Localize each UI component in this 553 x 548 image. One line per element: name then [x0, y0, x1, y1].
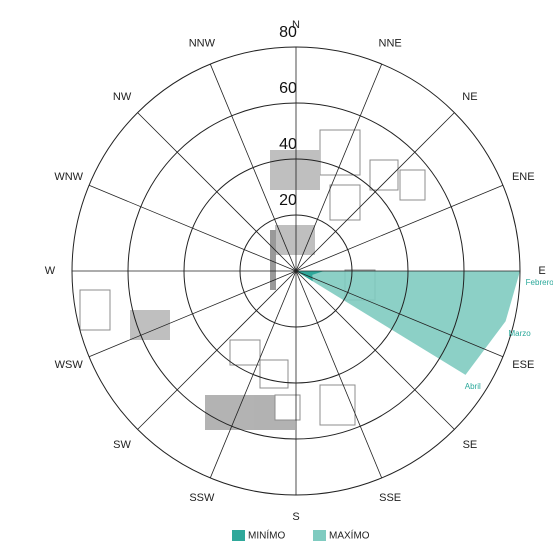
spoke [295, 270, 383, 479]
direction-label: SSE [379, 492, 401, 504]
direction-label: SSW [189, 492, 215, 504]
spoke [209, 63, 297, 272]
r-tick-label: 40 [279, 136, 297, 153]
legend-label: MAXÍMO [329, 529, 370, 542]
direction-label: ENE [512, 171, 535, 183]
r-tick-label: 60 [279, 80, 297, 97]
direction-label: S [292, 511, 299, 523]
spoke [295, 270, 504, 358]
spoke [137, 270, 297, 430]
legend: MINÍMO MAXÍMO [232, 529, 370, 542]
direction-label: N [292, 19, 300, 31]
spoke [295, 270, 455, 430]
direction-label: WSW [55, 359, 84, 371]
direction-label: E [538, 265, 545, 277]
area [296, 271, 520, 375]
legend-swatch [232, 530, 245, 541]
spoke [295, 63, 383, 272]
month-label: Abril [465, 382, 481, 391]
direction-label: W [45, 265, 56, 277]
legend-label: MINÍMO [248, 529, 285, 542]
spoke [88, 270, 297, 358]
r-tick-label: 20 [279, 192, 297, 209]
direction-label: SW [113, 439, 131, 451]
direction-label: ESE [512, 359, 534, 371]
spoke [295, 184, 504, 272]
site-plan [79, 129, 426, 430]
direction-label: NE [462, 91, 477, 103]
direction-label: SE [463, 439, 478, 451]
spoke [295, 112, 455, 272]
direction-label: NNW [189, 38, 216, 50]
spoke [209, 270, 297, 479]
month-label: Marzo [508, 329, 531, 338]
month-label: Febrero [526, 278, 553, 287]
direction-label: WNW [54, 171, 83, 183]
direction-label: NW [113, 91, 132, 103]
r-tick-label: 80 [279, 24, 297, 41]
spoke [137, 112, 297, 272]
direction-label: NNE [379, 38, 402, 50]
legend-swatch [313, 530, 326, 541]
spoke [88, 184, 297, 272]
